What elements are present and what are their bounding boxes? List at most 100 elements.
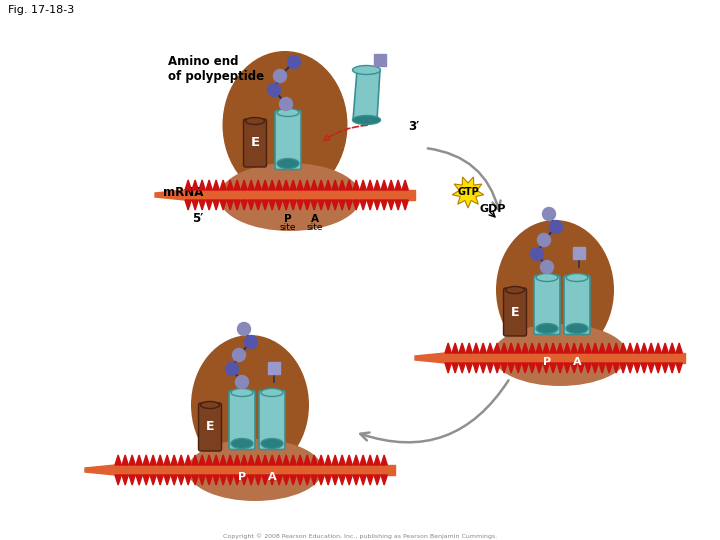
Polygon shape — [515, 343, 521, 353]
Polygon shape — [599, 343, 606, 353]
Polygon shape — [143, 455, 149, 465]
Polygon shape — [136, 475, 143, 485]
Polygon shape — [248, 200, 254, 210]
Polygon shape — [268, 362, 280, 374]
Polygon shape — [662, 363, 668, 373]
Polygon shape — [199, 455, 205, 465]
Ellipse shape — [277, 159, 299, 168]
Polygon shape — [339, 200, 346, 210]
FancyBboxPatch shape — [259, 390, 285, 449]
Ellipse shape — [261, 388, 283, 396]
Polygon shape — [480, 363, 486, 373]
FancyBboxPatch shape — [243, 119, 266, 167]
Ellipse shape — [353, 65, 380, 75]
Polygon shape — [283, 475, 289, 485]
Text: GTP: GTP — [457, 187, 479, 197]
Polygon shape — [578, 363, 585, 373]
Polygon shape — [234, 455, 240, 465]
Polygon shape — [564, 343, 570, 353]
Polygon shape — [415, 353, 445, 363]
Polygon shape — [564, 363, 570, 373]
Polygon shape — [304, 200, 310, 210]
Polygon shape — [311, 200, 318, 210]
Polygon shape — [353, 475, 359, 485]
FancyBboxPatch shape — [503, 288, 526, 336]
Polygon shape — [185, 455, 192, 465]
Polygon shape — [367, 475, 373, 485]
Polygon shape — [346, 200, 352, 210]
Polygon shape — [395, 200, 401, 210]
Polygon shape — [592, 363, 598, 373]
Polygon shape — [262, 180, 269, 190]
Polygon shape — [283, 455, 289, 465]
Polygon shape — [585, 363, 591, 373]
Ellipse shape — [246, 118, 264, 125]
Polygon shape — [367, 180, 373, 190]
Circle shape — [235, 375, 248, 388]
Polygon shape — [157, 455, 163, 465]
Polygon shape — [353, 455, 359, 465]
Text: E: E — [251, 137, 260, 150]
Circle shape — [233, 348, 246, 361]
Polygon shape — [290, 475, 297, 485]
Polygon shape — [269, 200, 275, 210]
Polygon shape — [473, 343, 480, 353]
Polygon shape — [143, 475, 149, 485]
Circle shape — [541, 260, 554, 273]
FancyBboxPatch shape — [229, 390, 255, 449]
Polygon shape — [445, 363, 451, 373]
Text: site: site — [307, 223, 323, 232]
Polygon shape — [255, 180, 261, 190]
Polygon shape — [515, 363, 521, 373]
Polygon shape — [269, 475, 275, 485]
Ellipse shape — [353, 116, 380, 125]
Polygon shape — [297, 200, 303, 210]
Circle shape — [268, 84, 281, 97]
Polygon shape — [332, 180, 338, 190]
Polygon shape — [634, 363, 640, 373]
Text: A: A — [572, 357, 581, 367]
Polygon shape — [459, 363, 465, 373]
Polygon shape — [276, 455, 282, 465]
Polygon shape — [367, 455, 373, 465]
FancyBboxPatch shape — [534, 275, 560, 334]
Polygon shape — [360, 455, 366, 465]
Polygon shape — [234, 180, 240, 190]
Polygon shape — [346, 475, 352, 485]
Text: E: E — [206, 421, 215, 434]
Polygon shape — [480, 343, 486, 353]
Polygon shape — [220, 180, 226, 190]
Ellipse shape — [536, 273, 558, 281]
Polygon shape — [276, 200, 282, 210]
Polygon shape — [227, 455, 233, 465]
Ellipse shape — [505, 287, 524, 294]
Polygon shape — [213, 455, 220, 465]
Polygon shape — [227, 200, 233, 210]
Polygon shape — [613, 343, 619, 353]
Polygon shape — [627, 343, 634, 353]
Polygon shape — [171, 475, 177, 485]
Ellipse shape — [492, 324, 628, 386]
Ellipse shape — [231, 388, 253, 396]
Polygon shape — [129, 475, 135, 485]
Text: Fig. 17-18-3: Fig. 17-18-3 — [8, 5, 74, 15]
Circle shape — [274, 70, 287, 83]
Polygon shape — [155, 190, 185, 200]
Text: GDP: GDP — [480, 204, 506, 214]
Polygon shape — [402, 180, 408, 190]
Polygon shape — [381, 455, 387, 465]
Polygon shape — [536, 363, 542, 373]
FancyBboxPatch shape — [275, 111, 301, 170]
Polygon shape — [115, 455, 121, 465]
Polygon shape — [304, 475, 310, 485]
FancyBboxPatch shape — [564, 275, 590, 334]
Polygon shape — [262, 455, 269, 465]
Polygon shape — [374, 455, 380, 465]
Polygon shape — [318, 200, 324, 210]
Polygon shape — [171, 455, 177, 465]
Polygon shape — [185, 475, 192, 485]
Polygon shape — [262, 200, 269, 210]
Polygon shape — [185, 200, 192, 210]
Polygon shape — [573, 247, 585, 259]
Text: 5′: 5′ — [192, 212, 203, 225]
